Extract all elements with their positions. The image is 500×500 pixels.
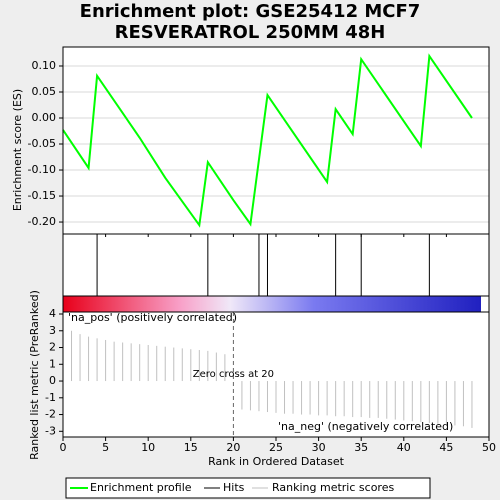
x-tick-label: 5 xyxy=(102,441,109,454)
y-tick-label: -2 xyxy=(45,408,56,421)
y-tick-label: -3 xyxy=(45,424,56,437)
y-tick-label: 1 xyxy=(49,357,56,370)
chart-title: Enrichment plot: GSE25412 MCF7 xyxy=(80,1,421,22)
y-tick-label: -0.15 xyxy=(28,189,56,202)
y-tick-label: 4 xyxy=(49,307,56,320)
y-tick-label: -1 xyxy=(45,391,56,404)
panel-frame xyxy=(62,311,490,438)
x-axis-label: Rank in Ordered Dataset xyxy=(208,455,345,468)
y-tick-label: 0.05 xyxy=(32,85,57,98)
chart-subtitle: RESVERATROL 250MM 48H xyxy=(115,22,386,43)
rank-color-bar xyxy=(63,296,481,312)
enrichment-line xyxy=(62,53,473,228)
x-tick-label: 40 xyxy=(397,441,411,454)
legend-label: Ranking metric scores xyxy=(272,481,394,494)
y-tick-label: 3 xyxy=(49,324,56,337)
x-tick-label: 25 xyxy=(269,441,283,454)
x-tick-label: 30 xyxy=(312,441,326,454)
x-tick-label: 10 xyxy=(141,441,155,454)
legend-label: Enrichment profile xyxy=(90,481,192,494)
x-tick-label: 0 xyxy=(60,441,67,454)
y-tick-label: -0.20 xyxy=(28,215,56,228)
y-axis-label: Enrichment score (ES) xyxy=(11,89,24,211)
legend-label: Hits xyxy=(223,481,245,494)
y-tick-label: 0.10 xyxy=(32,59,57,72)
annotation: 'na_pos' (positively correlated) xyxy=(68,311,237,324)
plot-background xyxy=(63,47,489,437)
y-tick-label: 0 xyxy=(49,374,56,387)
x-tick-label: 15 xyxy=(184,441,198,454)
x-tick-label: 50 xyxy=(482,441,496,454)
y-tick-label: -0.05 xyxy=(28,137,56,150)
legend xyxy=(65,477,431,499)
annotation: Zero cross at 20 xyxy=(193,369,274,380)
y-tick-label: -0.10 xyxy=(28,163,56,176)
y-tick-label: 2 xyxy=(49,341,56,354)
y-tick-label: 0.00 xyxy=(32,111,57,124)
annotation: 'na_neg' (negatively correlated) xyxy=(278,420,453,433)
x-tick-label: 35 xyxy=(354,441,368,454)
x-tick-label: 45 xyxy=(439,441,453,454)
y-axis-label: Ranked list metric (PreRanked) xyxy=(28,290,41,460)
x-tick-label: 20 xyxy=(226,441,240,454)
